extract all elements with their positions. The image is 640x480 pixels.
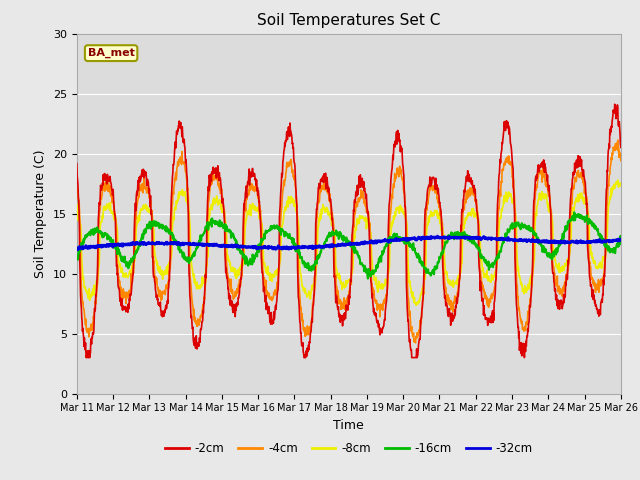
Text: BA_met: BA_met	[88, 48, 134, 58]
Title: Soil Temperatures Set C: Soil Temperatures Set C	[257, 13, 440, 28]
Legend: -2cm, -4cm, -8cm, -16cm, -32cm: -2cm, -4cm, -8cm, -16cm, -32cm	[160, 437, 538, 460]
Y-axis label: Soil Temperature (C): Soil Temperature (C)	[35, 149, 47, 278]
X-axis label: Time: Time	[333, 419, 364, 432]
